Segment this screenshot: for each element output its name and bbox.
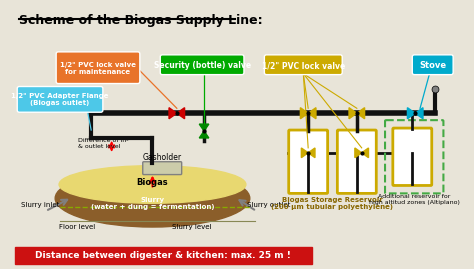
FancyBboxPatch shape [393,128,432,185]
FancyBboxPatch shape [412,55,453,75]
Polygon shape [169,108,177,119]
Polygon shape [355,148,362,158]
Polygon shape [357,108,365,119]
FancyBboxPatch shape [143,162,182,175]
FancyBboxPatch shape [337,130,376,193]
Polygon shape [408,108,415,119]
Text: Biogas: Biogas [137,178,168,187]
Text: Difference of in-
& outlet level: Difference of in- & outlet level [78,138,128,149]
Polygon shape [301,148,308,158]
Text: Additional reservoir for
high altitud zones (Altiplano): Additional reservoir for high altitud zo… [369,194,460,205]
Text: Slurry level: Slurry level [172,224,211,230]
Text: Scheme of the Biogas Supply Line:: Scheme of the Biogas Supply Line: [19,14,263,27]
Text: Stove: Stove [419,61,447,70]
Text: Slurry outlet: Slurry outlet [247,202,290,208]
Polygon shape [308,148,315,158]
Polygon shape [349,108,357,119]
FancyBboxPatch shape [160,55,244,75]
Polygon shape [199,124,209,131]
Polygon shape [199,131,209,138]
Text: Distance between digester & kitchen: max. 25 m !: Distance between digester & kitchen: max… [35,251,291,260]
Polygon shape [415,108,423,119]
Polygon shape [362,148,368,158]
Ellipse shape [55,170,250,227]
Text: 1/2" PVC Adapter Flange
(Biogas outlet): 1/2" PVC Adapter Flange (Biogas outlet) [11,93,109,106]
FancyBboxPatch shape [289,130,328,193]
Text: Slurry inlet: Slurry inlet [21,202,60,208]
Polygon shape [301,108,308,119]
Polygon shape [308,108,316,119]
Text: Security (bottle) valve: Security (bottle) valve [154,61,251,70]
Text: Slurry
(water + dung = fermentation): Slurry (water + dung = fermentation) [91,197,214,210]
Text: 1/2" PVC lock valve: 1/2" PVC lock valve [262,61,345,70]
FancyBboxPatch shape [264,55,342,75]
Text: 1/2" PVC lock valve
for maintenance: 1/2" PVC lock valve for maintenance [60,62,136,75]
Text: Floor level: Floor level [59,224,96,230]
Text: Gasholder: Gasholder [143,153,182,162]
FancyBboxPatch shape [56,52,140,84]
Text: Biogas Storage Reservoir
(200 µm tubular polyethylene): Biogas Storage Reservoir (200 µm tubular… [272,197,393,210]
FancyBboxPatch shape [15,247,312,264]
FancyBboxPatch shape [17,87,103,112]
Ellipse shape [59,166,246,203]
Polygon shape [177,108,184,119]
